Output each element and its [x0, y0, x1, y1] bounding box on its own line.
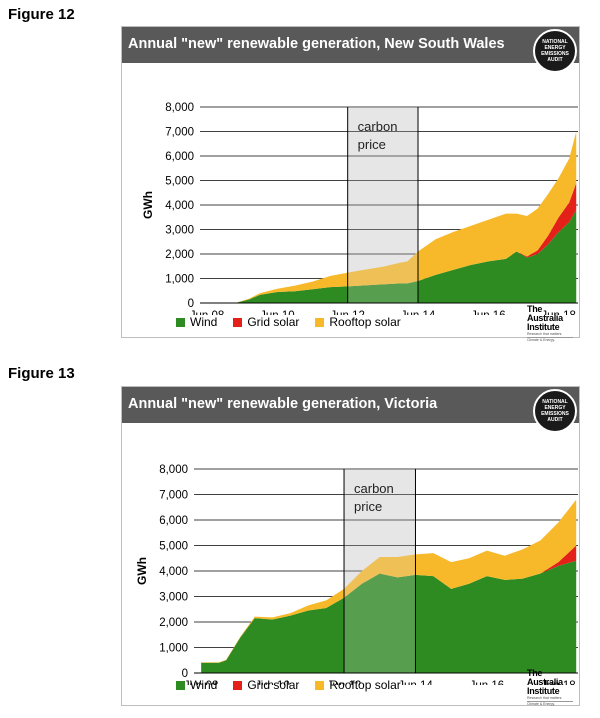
y-tick-label: 1,000 — [165, 274, 194, 286]
y-tick-label: 8,000 — [165, 102, 194, 114]
series-area-wind — [201, 560, 577, 673]
legend-label-rooftop-solar: Rooftop solar — [329, 678, 401, 692]
legend-item-wind: Wind — [176, 315, 217, 329]
x-tick-label: Jun 12 — [327, 680, 362, 685]
x-tick-label: Jun 16 — [471, 310, 506, 315]
x-tick-label: Jun 18 — [541, 310, 576, 315]
chart-title: Annual "new" renewable generation, Victo… — [128, 396, 438, 412]
y-tick-label: 7,000 — [159, 490, 188, 502]
figure-13-label: Figure 13 — [8, 365, 75, 382]
y-axis-label: GWh — [141, 191, 155, 219]
chart-title: Annual "new" renewable generation, New S… — [128, 36, 505, 52]
carbon-price-label-line2: price — [354, 499, 382, 514]
carbon-price-label-line2: price — [358, 137, 386, 152]
legend-swatch-rooftop-solar — [315, 317, 325, 327]
legend-swatch-grid-solar — [233, 680, 243, 690]
y-tick-label: 2,000 — [159, 617, 188, 629]
figure-12-chart-panel: Annual "new" renewable generation, New S… — [121, 26, 580, 342]
y-tick-label: 5,000 — [159, 541, 188, 553]
legend-label-grid-solar: Grid solar — [247, 678, 300, 692]
logo-program: Climate & Energy. — [527, 337, 573, 342]
logo-name: The Australia Institute — [527, 304, 563, 332]
y-tick-label: 3,000 — [159, 592, 188, 604]
x-tick-label: Jun 14 — [398, 680, 433, 685]
national-energy-emissions-audit-badge: NATIONAL ENERGY EMISSIONS AUDIT — [533, 29, 577, 73]
badge-text: NATIONAL ENERGY EMISSIONS AUDIT — [541, 399, 569, 423]
legend-item-rooftop-solar: Rooftop solar — [315, 315, 401, 329]
y-tick-label: 7,000 — [165, 127, 194, 139]
series-area-rooftop-solar — [207, 131, 577, 303]
y-tick-label: 8,000 — [159, 464, 188, 476]
x-tick-label: Jun 10 — [255, 680, 290, 685]
y-axis-label: GWh — [135, 557, 149, 585]
legend-swatch-rooftop-solar — [315, 680, 325, 690]
logo-tagline: Research that matters. — [527, 332, 563, 336]
legend-label-wind: Wind — [190, 678, 218, 692]
australia-institute-logo: The Australia Institute Research that ma… — [527, 305, 573, 342]
legend-label-grid-solar: Grid solar — [247, 315, 300, 329]
x-tick-label: Jun 16 — [470, 680, 505, 685]
figure-13-chart-panel: Annual "new" renewable generation, Victo… — [121, 386, 580, 706]
y-tick-label: 3,000 — [165, 225, 194, 237]
legend-swatch-wind — [176, 680, 185, 690]
y-tick-label: 4,000 — [165, 200, 194, 212]
badge-text: NATIONAL ENERGY EMISSIONS AUDIT — [541, 39, 569, 63]
logo-tagline: Research that matters. — [527, 696, 563, 700]
x-tick-label: Jun 08 — [190, 310, 225, 315]
carbon-price-overlay — [347, 107, 419, 303]
y-tick-label: 6,000 — [165, 151, 194, 163]
x-tick-label: Jun 12 — [330, 310, 365, 315]
carbon-price-label-line1: carbon — [354, 481, 394, 496]
x-tick-label: Jun 10 — [260, 310, 295, 315]
legend-swatch-wind — [176, 317, 185, 327]
figure-13-plot: 0 1,000 2,000 3,000 4,000 5,000 6,000 7,000 8,00… — [135, 464, 578, 685]
y-tick-label: 6,000 — [159, 515, 188, 527]
legend-label-rooftop-solar: Rooftop solar — [329, 315, 401, 329]
legend-label-wind: Wind — [190, 315, 218, 329]
chart-legend: Wind Grid solar Rooftop solar — [176, 678, 401, 692]
y-tick-label: 2,000 — [165, 249, 194, 261]
y-tick-label: 4,000 — [159, 566, 188, 578]
australia-institute-logo: The Australia Institute Research that ma… — [527, 669, 573, 706]
logo-name: The Australia Institute — [527, 668, 563, 696]
chart-title-bar: Annual "new" renewable generation, New S… — [122, 27, 579, 63]
carbon-price-label-line1: carbon — [358, 119, 398, 134]
chart-title-bar: Annual "new" renewable generation, Victo… — [122, 387, 579, 423]
carbon-price-overlay — [344, 469, 416, 673]
legend-swatch-grid-solar — [233, 317, 243, 327]
logo-program: Climate & Energy. — [527, 701, 573, 706]
y-tick-label: 1,000 — [159, 643, 188, 655]
x-tick-label: Jun 14 — [401, 310, 436, 315]
national-energy-emissions-audit-badge: NATIONAL ENERGY EMISSIONS AUDIT — [533, 389, 577, 433]
legend-item-grid-solar: Grid solar — [233, 315, 299, 329]
legend-item-grid-solar: Grid solar — [233, 678, 299, 692]
legend-item-wind: Wind — [176, 678, 217, 692]
y-tick-label: 0 — [188, 298, 194, 310]
chart-legend: Wind Grid solar Rooftop solar — [176, 315, 401, 329]
figure-12-plot: 0 1,000 2,000 3,000 4,000 5,000 6,000 7,000 8,00… — [141, 102, 578, 315]
x-tick-label: Jun 08 — [184, 680, 219, 685]
y-tick-label: 0 — [182, 668, 188, 680]
x-tick-label: Jun 18 — [541, 680, 576, 685]
series-area-wind — [207, 209, 577, 303]
y-tick-label: 5,000 — [165, 176, 194, 188]
figure-12-label: Figure 12 — [8, 6, 75, 23]
legend-item-rooftop-solar: Rooftop solar — [315, 678, 401, 692]
